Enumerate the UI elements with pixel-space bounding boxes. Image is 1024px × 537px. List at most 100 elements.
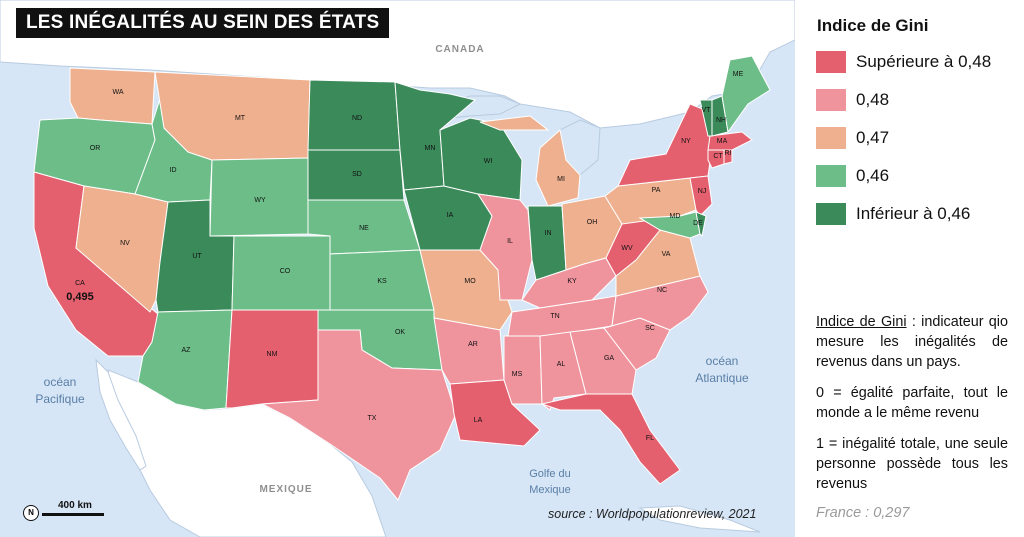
legend-item-1: 0,48: [816, 88, 889, 112]
state-label-ny: NY: [681, 138, 691, 145]
state-label-il: IL: [507, 238, 513, 245]
scale-bar: [42, 513, 104, 516]
state-label-mn: MN: [425, 145, 436, 152]
state-label-ia: IA: [447, 212, 454, 219]
state-label-de: DE: [693, 220, 703, 227]
canada-label: CANADA: [435, 44, 484, 55]
state-label-vt: VT: [702, 107, 712, 114]
gini-zero-definition: 0 = égalité parfaite, tout le monde a le…: [816, 385, 1008, 421]
state-label-or: OR: [90, 145, 101, 152]
legend-title: Indice de Gini: [817, 16, 929, 35]
gini-definition-text: : indicateur qio mesure les inégalités d…: [816, 314, 1008, 370]
state-label-nv: NV: [120, 240, 130, 247]
state-label-mo: MO: [464, 278, 476, 285]
state-label-ct: CT: [713, 153, 723, 160]
state-wi: [439, 117, 523, 201]
state-label-ga: GA: [604, 355, 614, 362]
state-nm: [225, 309, 319, 409]
pacifique-label-1: océan: [44, 375, 77, 389]
state-label-ca: CA: [75, 280, 85, 287]
state-label-nc: NC: [657, 287, 667, 294]
state-label-pa: PA: [652, 187, 661, 194]
state-label-md: MD: [670, 213, 681, 220]
map-title: LES INÉGALITÉS AU SEIN DES ÉTATS: [16, 8, 390, 38]
state-il: [476, 193, 533, 301]
state-label-ks: KS: [377, 278, 387, 285]
mexique-label: MEXIQUE: [259, 484, 312, 495]
states-layer: [33, 55, 771, 501]
state-label-sd: SD: [352, 171, 362, 178]
state-label-co: CO: [280, 268, 291, 275]
legend-label-0: Supérieure à 0,48: [856, 52, 992, 71]
state-tx: [260, 329, 457, 501]
gini-definition: Indice de Gini : indicateur qio mesure l…: [816, 312, 1008, 372]
state-label-mt: MT: [235, 115, 246, 122]
state-label-wa: WA: [112, 89, 123, 96]
state-mi: [479, 115, 581, 207]
legend-swatch-0: [816, 51, 846, 73]
state-label-tx: TX: [368, 415, 377, 422]
state-label-in: IN: [545, 230, 552, 237]
legend-label-2: 0,47: [856, 128, 890, 147]
legend-swatch-1: [816, 89, 846, 111]
state-label-ar: AR: [468, 341, 478, 348]
state-label-id: ID: [170, 167, 177, 174]
state-label-ne: NE: [359, 225, 369, 232]
state-label-nj: NJ: [698, 188, 707, 195]
legend-item-0: Supérieure à 0,48: [816, 50, 991, 74]
state-label-wy: WY: [254, 197, 266, 204]
legend-label-1: 0,48: [856, 90, 890, 109]
north-arrow-icon: N: [23, 505, 39, 521]
state-ga: [569, 327, 637, 395]
state-ma: [707, 131, 753, 151]
baja-california: [95, 358, 147, 471]
source-note: source : Worldpopulationreview, 2021: [548, 507, 757, 521]
state-label-va: VA: [662, 251, 671, 258]
state-label-ut: UT: [192, 253, 202, 260]
state-label-ma: MA: [717, 138, 728, 145]
state-label-ri: RI: [725, 150, 732, 157]
state-wa: [69, 67, 156, 125]
state-label-nm: NM: [267, 351, 278, 358]
state-label-wv: WV: [621, 245, 633, 252]
state-label-az: AZ: [182, 347, 192, 354]
state-fl: [540, 393, 681, 485]
state-label-wi: WI: [484, 158, 493, 165]
legend-swatch-4: [816, 203, 846, 225]
legend-swatch-3: [816, 165, 846, 187]
state-label-me: ME: [733, 71, 744, 78]
state-label-sc: SC: [645, 325, 655, 332]
labels-layer: WA OR CA NV ID MT WY UT AZ CO NM ND SD NE KS OK TX MN IA MO…: [75, 71, 743, 442]
state-label-oh: OH: [587, 219, 598, 226]
golfe-label-1: Golfe du: [529, 468, 571, 480]
map: WA OR CA NV ID MT WY UT AZ CO NM ND SD NE KS OK TX MN IA MO…: [0, 0, 795, 537]
state-label-tn: TN: [550, 313, 559, 320]
state-in: [527, 205, 567, 281]
state-de: [695, 211, 707, 238]
state-ms: [503, 335, 543, 405]
state-label-ky: KY: [567, 278, 577, 285]
scale-label: 400 km: [58, 500, 92, 511]
state-label-mi: MI: [557, 176, 565, 183]
state-label-nh: NH: [716, 117, 726, 124]
legend-item-4: Inférieur à 0,46: [816, 202, 970, 226]
legend-swatch-2: [816, 127, 846, 149]
legend-label-4: Inférieur à 0,46: [856, 204, 971, 223]
legend-item-2: 0,47: [816, 126, 889, 150]
golfe-label-2: Mexique: [529, 484, 571, 496]
ca-value-label: 0,495: [66, 291, 94, 303]
state-label-al: AL: [557, 361, 566, 368]
atlantique-label-2: Atlantique: [695, 371, 749, 385]
legend-item-3: 0,46: [816, 164, 889, 188]
state-label-nd: ND: [352, 115, 362, 122]
state-label-ok: OK: [395, 329, 405, 336]
gini-one-definition: 1 = inégalité totale, une seule personne…: [816, 436, 1008, 492]
state-label-ms: MS: [512, 371, 523, 378]
state-nj: [689, 175, 713, 217]
cuba-island: [638, 505, 761, 533]
us-map: WA OR CA NV ID MT WY UT AZ CO NM ND SD NE KS OK TX MN IA MO…: [0, 0, 795, 537]
france-value: France : 0,297: [816, 505, 910, 521]
atlantique-label-1: océan: [706, 354, 739, 368]
pacifique-label-2: Pacifique: [35, 392, 85, 406]
state-me: [721, 55, 771, 134]
